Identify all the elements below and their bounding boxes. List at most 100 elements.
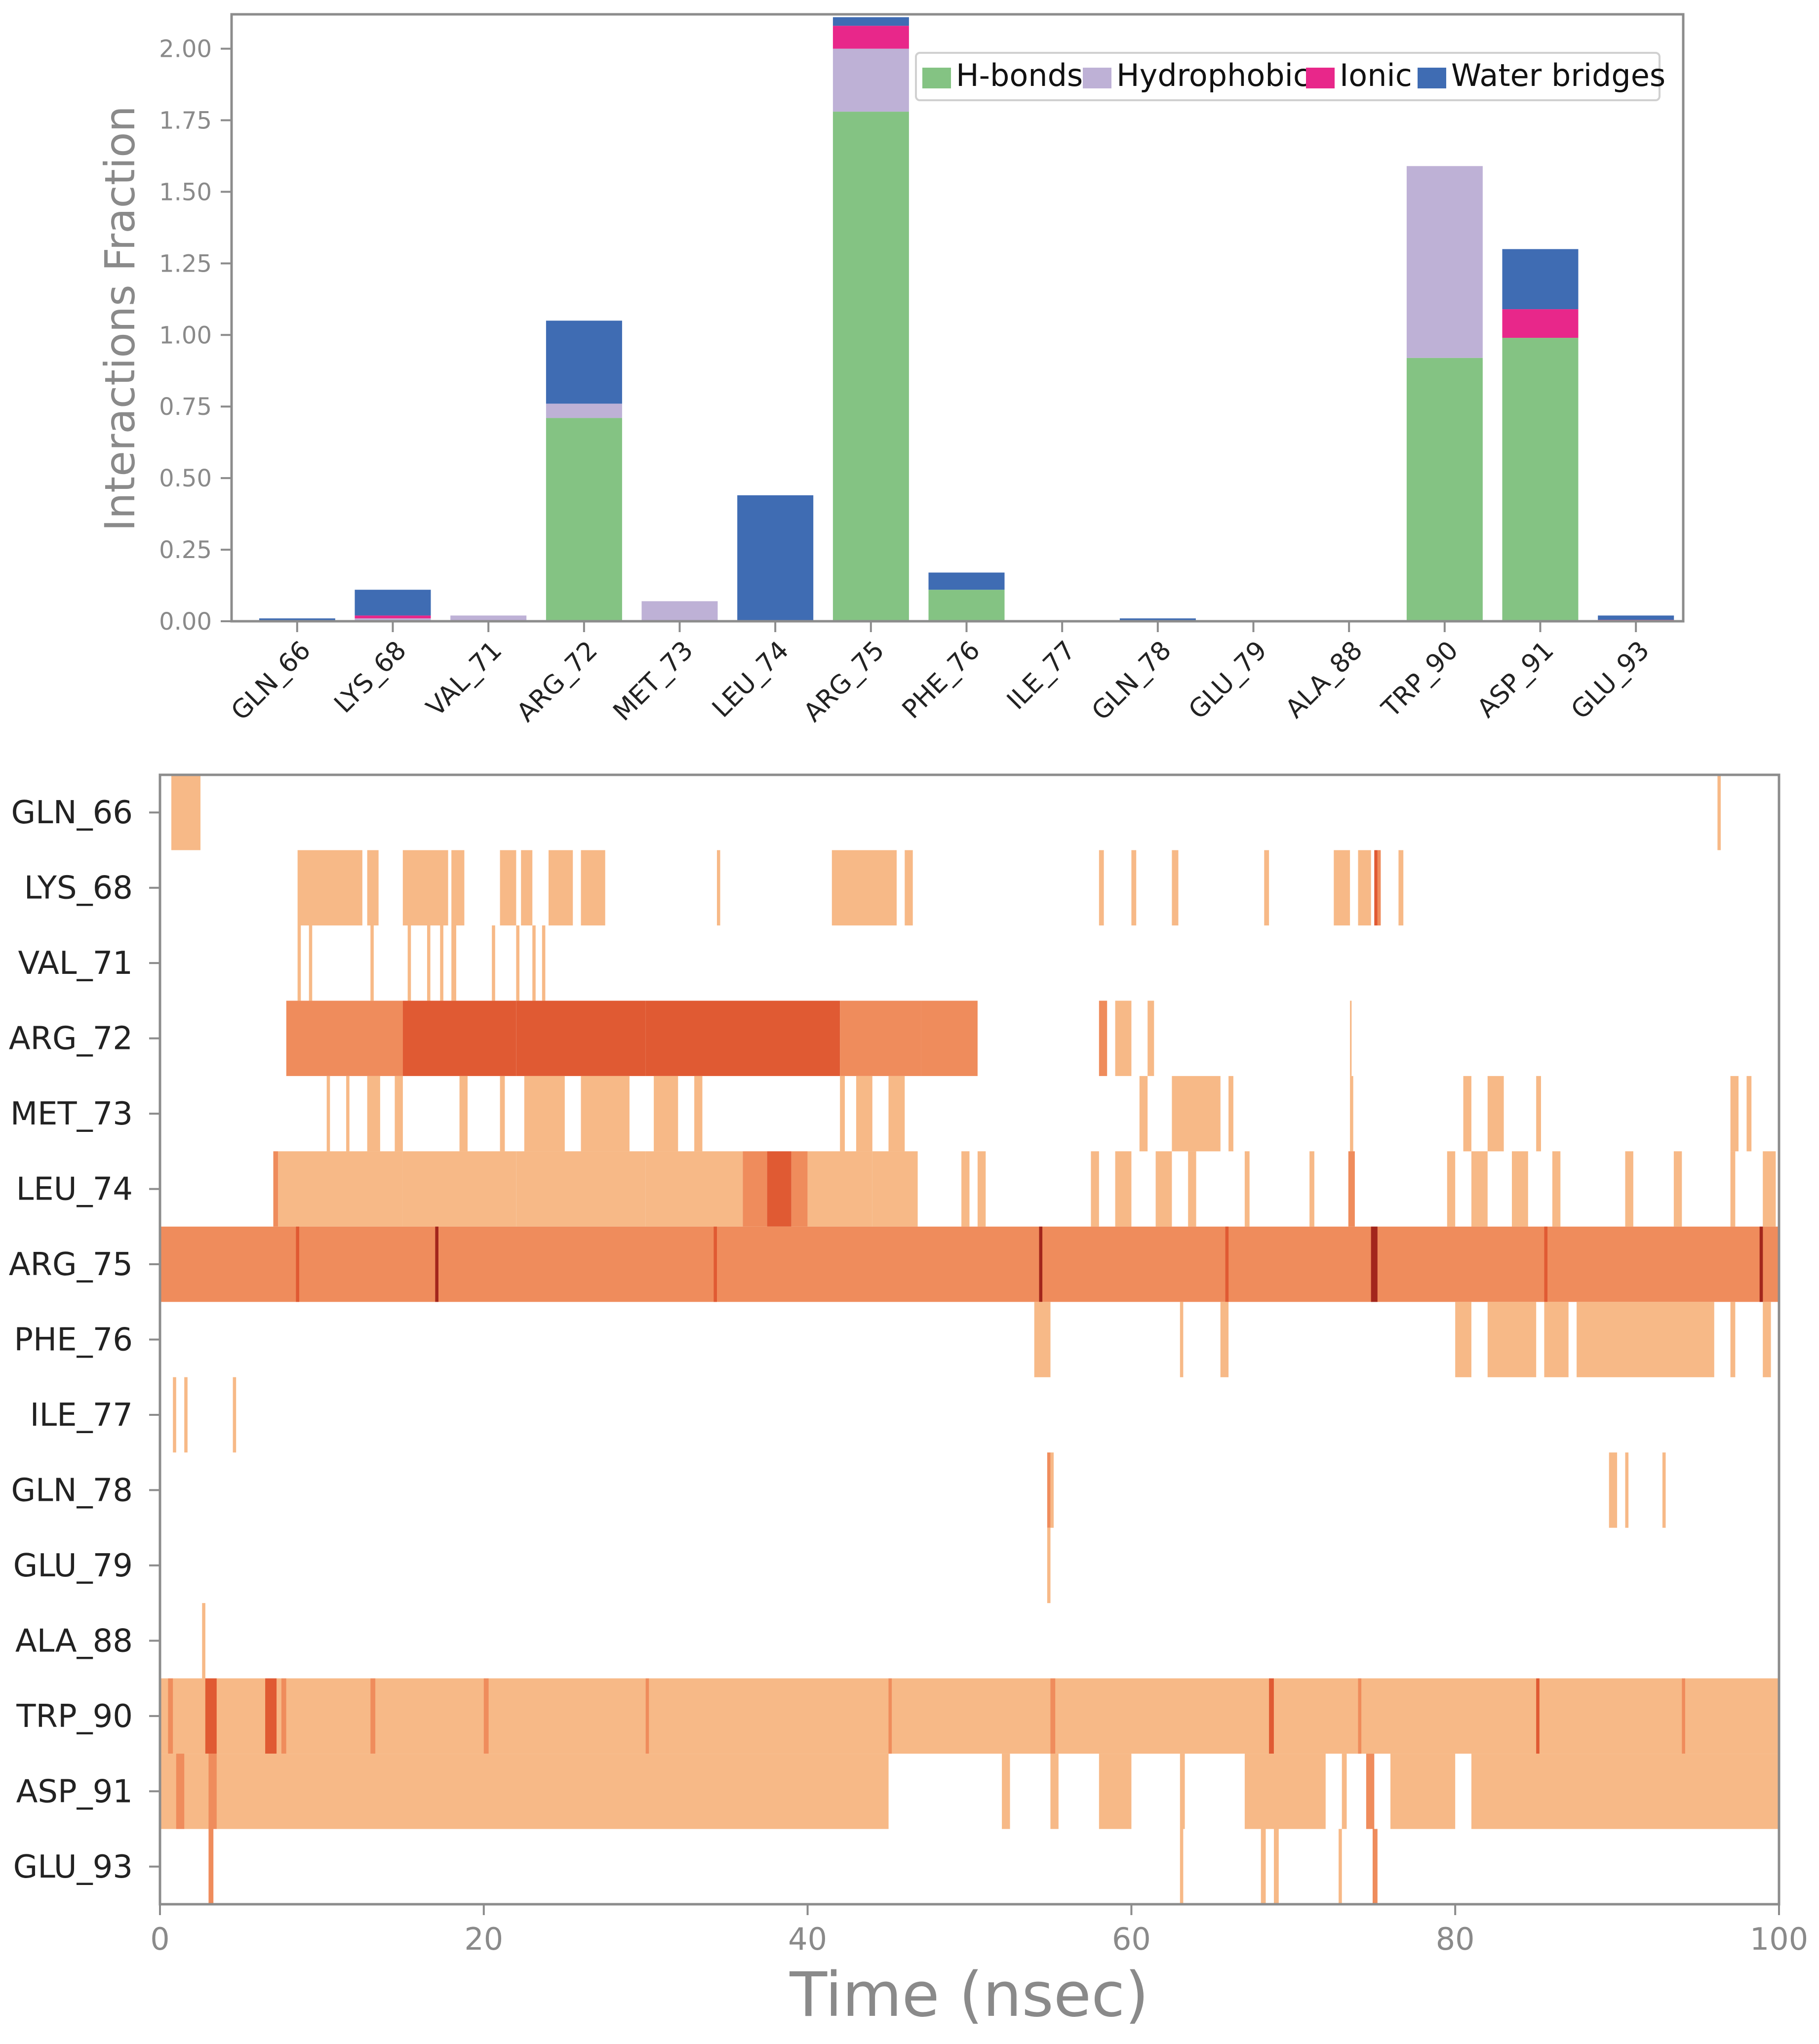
heatmap-interval [297,850,362,925]
heatmap-interval [1398,850,1404,925]
heatmap-interval [694,1076,703,1152]
heatmap-interval [1609,1452,1618,1528]
heatmap-interval [888,1076,905,1152]
heatmap-interval [278,1151,403,1227]
heatmap-interval [645,1678,649,1754]
heatmap-interval [1730,1151,1736,1227]
heatmap-interval [297,925,301,1001]
heatmap-interval [1139,1076,1148,1152]
x-tick-label: ARG_72 [511,636,603,728]
heatmap-interval [1220,1302,1229,1377]
heatmap-interval [241,1754,889,1829]
heatmap-interval [281,1678,286,1754]
heatmap-interval [654,1076,678,1152]
row-label: TRP_90 [16,1698,133,1735]
heatmap-interval [1377,850,1381,925]
heatmap-interval [500,1076,505,1152]
heatmap-interval [1115,1001,1132,1076]
heatmap-interval [395,1076,403,1152]
heatmap-interval [1039,1226,1043,1302]
heatmap-row-val-71 [297,925,546,1001]
heatmap-interval [516,1151,646,1227]
heatmap-interval [1463,1076,1471,1152]
heatmap-interval [1730,1076,1739,1152]
heatmap-interval [1662,1452,1666,1528]
heatmap-interval [286,1001,403,1076]
bar-val-71-hydrophobic [450,615,527,621]
x-tick-label: GLU_79 [1183,636,1273,725]
bar-phe-76-h-bonds [928,590,1005,621]
row-label: GLU_93 [13,1849,133,1885]
x-tick-label: 0 [150,1921,169,1957]
heatmap-interval [1261,1829,1266,1904]
heatmap-interval [1552,1151,1561,1227]
row-label: GLN_66 [11,795,133,831]
bar-glu-93-water-bridges [1598,615,1674,620]
heatmap-row-lys-68 [297,850,1404,925]
heatmap-row-trp-90 [160,1678,1779,1754]
x-tick-label: GLU_93 [1566,636,1656,725]
heatmap-interval [961,1151,970,1227]
bar-gln-66-water-bridges [259,618,335,621]
heatmap-interval [1455,1302,1471,1377]
heatmap-interval [905,850,913,925]
x-tick-label: ARG_75 [798,636,890,728]
legend-swatch-h-bonds [922,68,951,88]
heatmap-interval [1487,1302,1537,1377]
heatmap-row-labels: GLN_66 LYS_68 VAL_71 ARG_72 MET_73 LEU_74 ARG_… [9,795,160,1885]
heatmap-interval [1050,1678,1056,1754]
heatmap-interval [713,1226,717,1302]
heatmap-row-ala-88 [202,1603,205,1679]
heatmap-interval [1447,1151,1456,1227]
heatmap-interval [516,925,519,1001]
heatmap-interval [346,1076,350,1152]
heatmap-interval [840,1076,845,1152]
heatmap-interval [1172,1076,1221,1152]
heatmap-interval [1371,1226,1378,1302]
x-tick-label: PHE_76 [897,636,986,725]
heatmap-interval [1244,1754,1326,1829]
heatmap-interval [807,1151,872,1227]
heatmap-interval [1180,1829,1184,1904]
heatmap-interval [1350,1076,1353,1152]
heatmap-interval [1746,1076,1752,1152]
heatmap-interval [1625,1151,1633,1227]
bar-met-73-hydrophobic [641,601,718,621]
heatmap-interval [831,850,897,925]
x-tick-label: GLN_66 [226,636,316,726]
heatmap-interval [1172,850,1179,925]
heatmap-interval [1348,1151,1355,1227]
heatmap-interval [1759,1226,1763,1302]
heatmap-interval [1180,1754,1185,1829]
bar-lys-68-water-bridges [355,590,431,616]
heatmap-row-leu-74 [273,1151,1776,1227]
heatmap-interval [1131,850,1137,925]
bar-arg-75-hydrophobic [832,48,909,112]
heatmap-interval [1339,1829,1342,1904]
heatmap-row-glu-79 [1047,1527,1051,1603]
x-tick-label: TRP_90 [1376,636,1464,723]
heatmap-interval [184,1377,188,1453]
row-label: LYS_68 [24,870,133,907]
heatmap-interval [440,925,443,1001]
bar-chart: 0.00 0.25 0.50 0.75 1.00 1.25 1.50 1.75 2.00 GLN… [96,13,1685,728]
bar-asp-91-water-bridges [1502,249,1579,310]
heatmap-interval [1115,1151,1132,1227]
legend-label: Water bridges [1451,57,1665,93]
heatmap-interval [1374,850,1378,925]
heatmap-interval [1091,1151,1099,1227]
row-label: LEU_74 [16,1171,133,1208]
x-tick-label: ALA_88 [1280,636,1368,724]
heatmap-interval [160,1754,241,1829]
bar-arg-75-water-bridges [832,17,909,26]
heatmap-interval [1099,1754,1132,1829]
heatmap-interval [856,1076,872,1152]
heatmap-interval [233,1377,237,1453]
heatmap-interval [1269,1678,1274,1754]
heatmap-interval [524,1076,565,1152]
heatmap-interval [168,1678,173,1754]
legend-label: Hydrophobic [1116,57,1310,93]
heatmap-interval [500,850,516,925]
heatmap-interval [645,1001,775,1076]
